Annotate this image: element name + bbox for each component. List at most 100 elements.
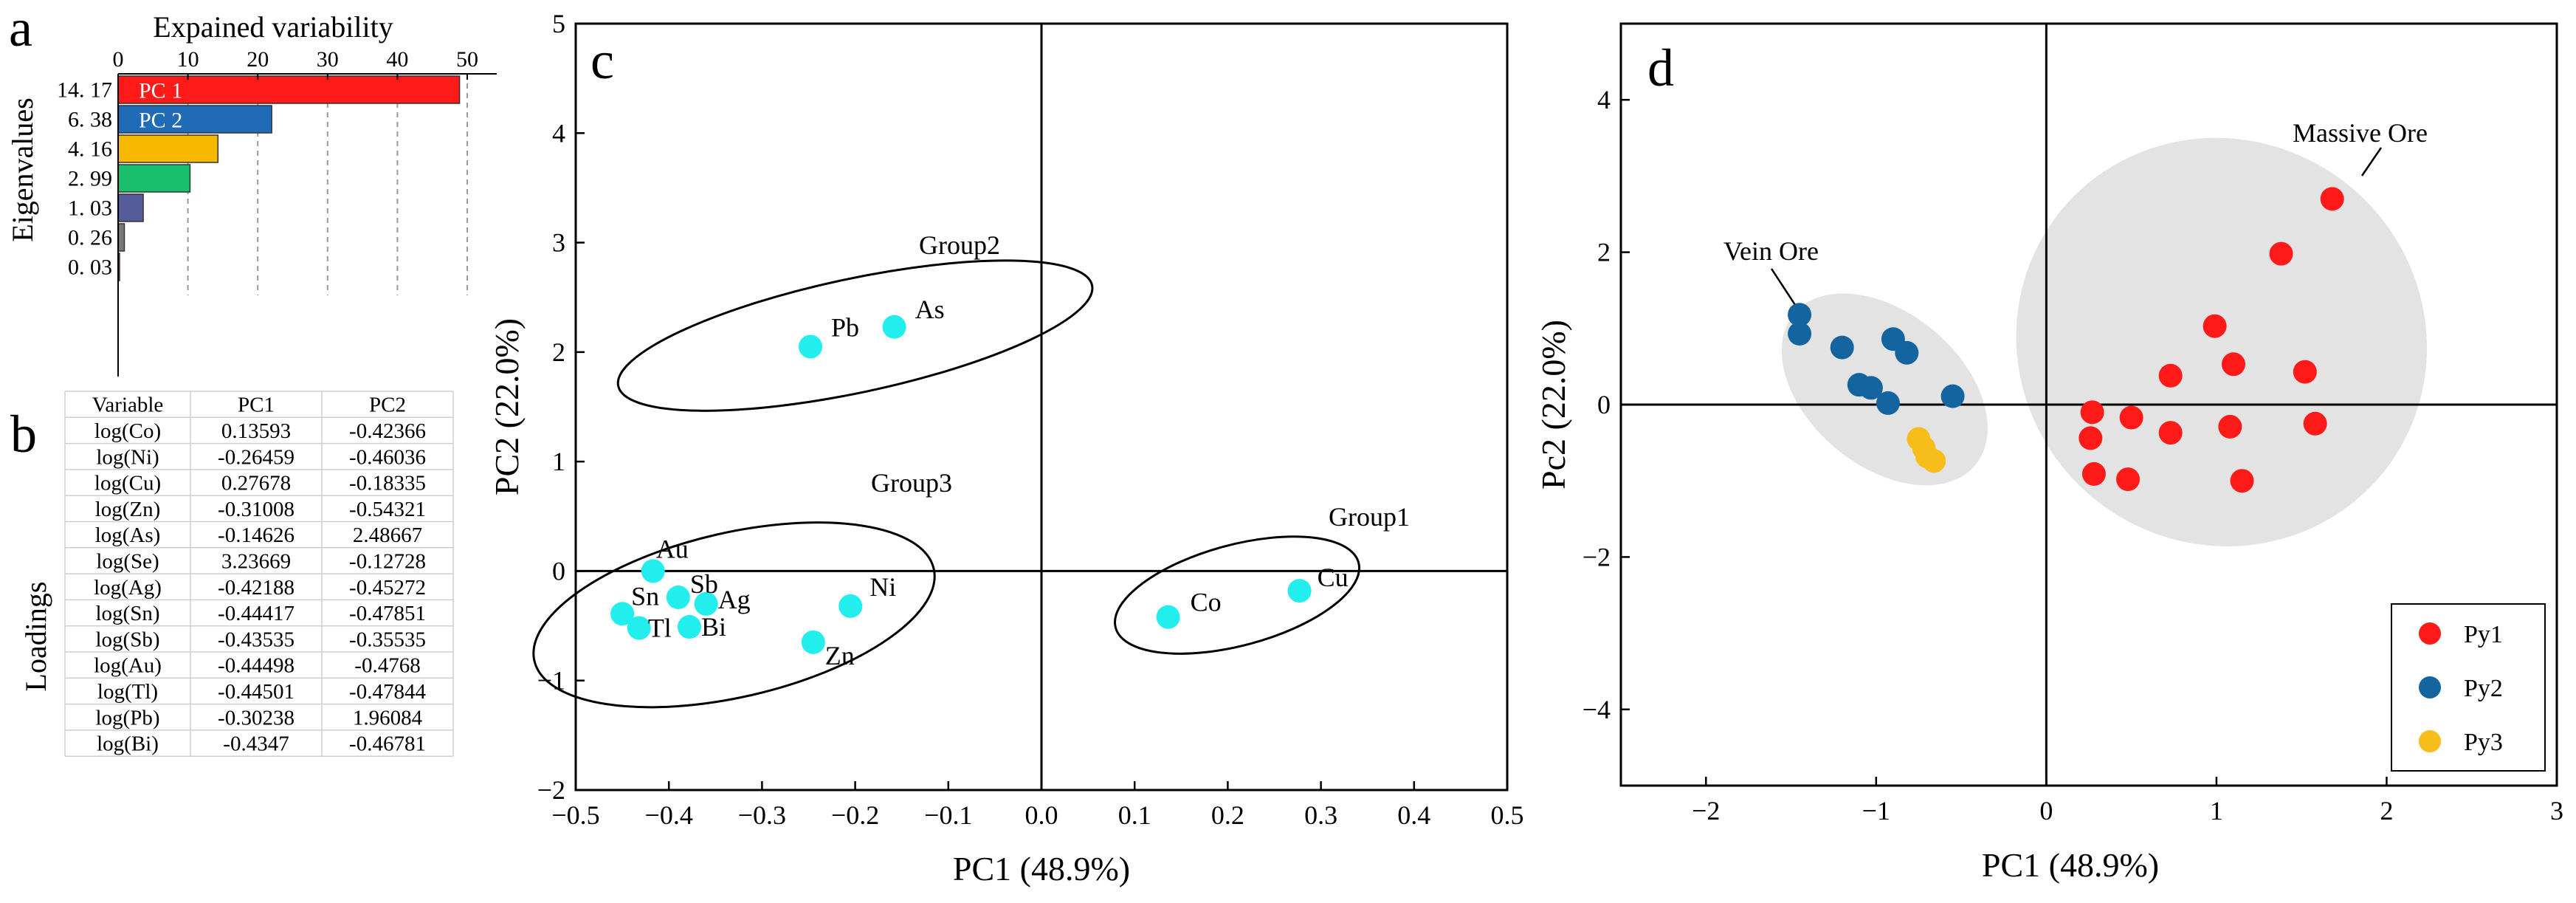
table-cell: log(Sb) [96, 628, 160, 651]
panel-c-xtick-label: −0.3 [738, 800, 786, 830]
loading-point-label: Sb [690, 569, 718, 599]
table-cell: -0.54321 [349, 498, 426, 521]
sample-point-py1 [2218, 414, 2242, 439]
sample-point-py3 [1922, 449, 1946, 473]
loading-point-au [641, 559, 665, 583]
legend-marker-py3 [2419, 730, 2441, 752]
sample-point-py2 [1830, 335, 1854, 360]
table-cell: -0.43535 [218, 628, 295, 651]
panel-a-xtick-label: 10 [177, 47, 199, 72]
sample-point-py2 [1788, 322, 1812, 346]
table-header: Variable [92, 394, 164, 417]
loading-point-label: Bi [701, 612, 726, 642]
loading-point-as [882, 315, 906, 339]
table-cell: log(Zn) [95, 498, 161, 521]
loading-point-zn [801, 630, 825, 654]
sample-point-py1 [2221, 352, 2245, 377]
panel-c-ticks: −0.5 −0.4 −0.3 −0.2 −0.1 0.0 0.1 0.2 0.3 0.4 0.5 −2… [537, 9, 1524, 830]
panel-a-xtick-label: 0 [113, 47, 124, 72]
group-label: Group2 [919, 230, 1000, 260]
table-cell: -0.26459 [218, 445, 295, 469]
group-ellipse-1 [1114, 535, 1361, 655]
panel-c-xtick-label: −0.5 [551, 800, 599, 830]
bar-pc5 [117, 193, 144, 222]
table-cell: log(Au) [94, 654, 162, 678]
bar-pc1 [117, 75, 461, 104]
panel-c-xtick-label: −0.4 [645, 800, 693, 830]
table-cell: -0.45272 [349, 576, 426, 600]
table-cell: log(Sn) [96, 602, 160, 625]
panel-c-letter: c [590, 31, 614, 90]
panel-d-xtick-label: −1 [1862, 796, 1890, 825]
loading-point-sn [610, 602, 635, 626]
table-cell: -0.12728 [349, 549, 426, 573]
panel-c-ytick-label: 5 [552, 9, 565, 38]
loading-point-ag [694, 591, 718, 616]
panel-d-xtick-label: 2 [2380, 796, 2393, 825]
panel-a-title: Expained variability [153, 10, 393, 44]
bar-label: PC 2 [139, 109, 182, 133]
group-ellipse-3 [532, 521, 936, 709]
sample-point-py1 [2230, 469, 2254, 493]
table-cell: log(Ag) [94, 576, 162, 600]
table-cell: log(Cu) [94, 472, 161, 495]
panel-c-ytick-label: 1 [552, 447, 565, 476]
table-cell: log(Co) [94, 419, 161, 443]
legend-label: Py1 [2464, 621, 2503, 648]
annotation-vein-ore: Vein Ore [1723, 236, 1819, 266]
panel-c-xtick-label: −0.1 [924, 800, 972, 830]
table-cell: -0.30238 [218, 706, 295, 729]
loadings-table: Variable PC1 PC2 log(Co) 0.13593 -0.42366 log(… [64, 391, 454, 757]
loading-point-cu [1287, 579, 1312, 603]
panel-c-ytick-label: −2 [537, 775, 565, 805]
sample-point-py1 [2269, 241, 2293, 266]
eigenvalue-label: 1. 03 [68, 196, 112, 221]
table-cell: -0.44417 [218, 602, 295, 625]
eigenvalue-label: 0. 03 [68, 255, 112, 280]
bar-label: PC 1 [139, 79, 182, 103]
panel-d-ytick-label: 2 [1597, 238, 1611, 267]
table-cell: -0.42366 [349, 419, 426, 443]
table-cell: -0.18335 [349, 472, 426, 495]
table-cell: -0.47844 [349, 680, 426, 704]
loading-point-label: Co [1191, 588, 1222, 617]
table-cell: -0.44501 [218, 680, 295, 704]
table-cell: -0.31008 [218, 498, 295, 521]
panel-c-ytick-label: 3 [552, 228, 565, 258]
eigenvalue-label: 0. 26 [68, 226, 112, 250]
panel-d-ytick-label: 4 [1597, 85, 1611, 114]
panel-d-xtick-label: 0 [2039, 796, 2053, 825]
sample-point-py1 [2116, 467, 2141, 492]
panel-c-zero-lines [576, 24, 1507, 790]
group-label: Group3 [871, 468, 952, 498]
bar-pc2 [117, 105, 272, 134]
loading-point-label: Cu [1318, 563, 1349, 592]
table-cell: log(Pb) [96, 706, 160, 729]
panel-d-xtick-label: −2 [1692, 796, 1720, 825]
panel-d-ticks: −2 −1 0 1 2 3 −4 −2 0 2 4 [1583, 85, 2563, 825]
table-cell: 1.96084 [353, 706, 423, 729]
loading-point-label: Pb [831, 312, 859, 342]
loading-point-sb [666, 586, 690, 610]
panel-c: c PC1 (48.9%) PC2 (22.0%) −0.5 −0.4 −0.3 −0… [488, 9, 1524, 887]
bar-pc4 [117, 164, 191, 193]
group-ellipse-2 [616, 259, 1094, 412]
sample-point-py1 [2320, 187, 2344, 211]
ore-ellipse-2 [2016, 137, 2428, 546]
loading-point-label: Au [656, 534, 689, 563]
bar-pc3 [117, 134, 219, 163]
panel-c-xlabel: PC1 (48.9%) [953, 850, 1130, 887]
panel-c-ytick-label: 4 [552, 118, 565, 148]
panel-d-points [1788, 187, 2344, 493]
loading-point-pb [799, 334, 823, 359]
panel-d-xtick-label: 3 [2550, 796, 2563, 825]
panel-c-ytick-label: 2 [552, 337, 565, 367]
panel-a-ylabel: Eigenvalues [6, 97, 39, 242]
panel-c-xtick-label: 0.5 [1491, 800, 1524, 830]
table-cell: -0.4768 [354, 654, 420, 678]
table-cell: -0.46781 [349, 732, 426, 756]
panel-a-xtick-label: 40 [386, 47, 408, 72]
loading-point-label: Ag [718, 585, 751, 614]
annotation-massive-ore: Massive Ore [2293, 118, 2428, 148]
